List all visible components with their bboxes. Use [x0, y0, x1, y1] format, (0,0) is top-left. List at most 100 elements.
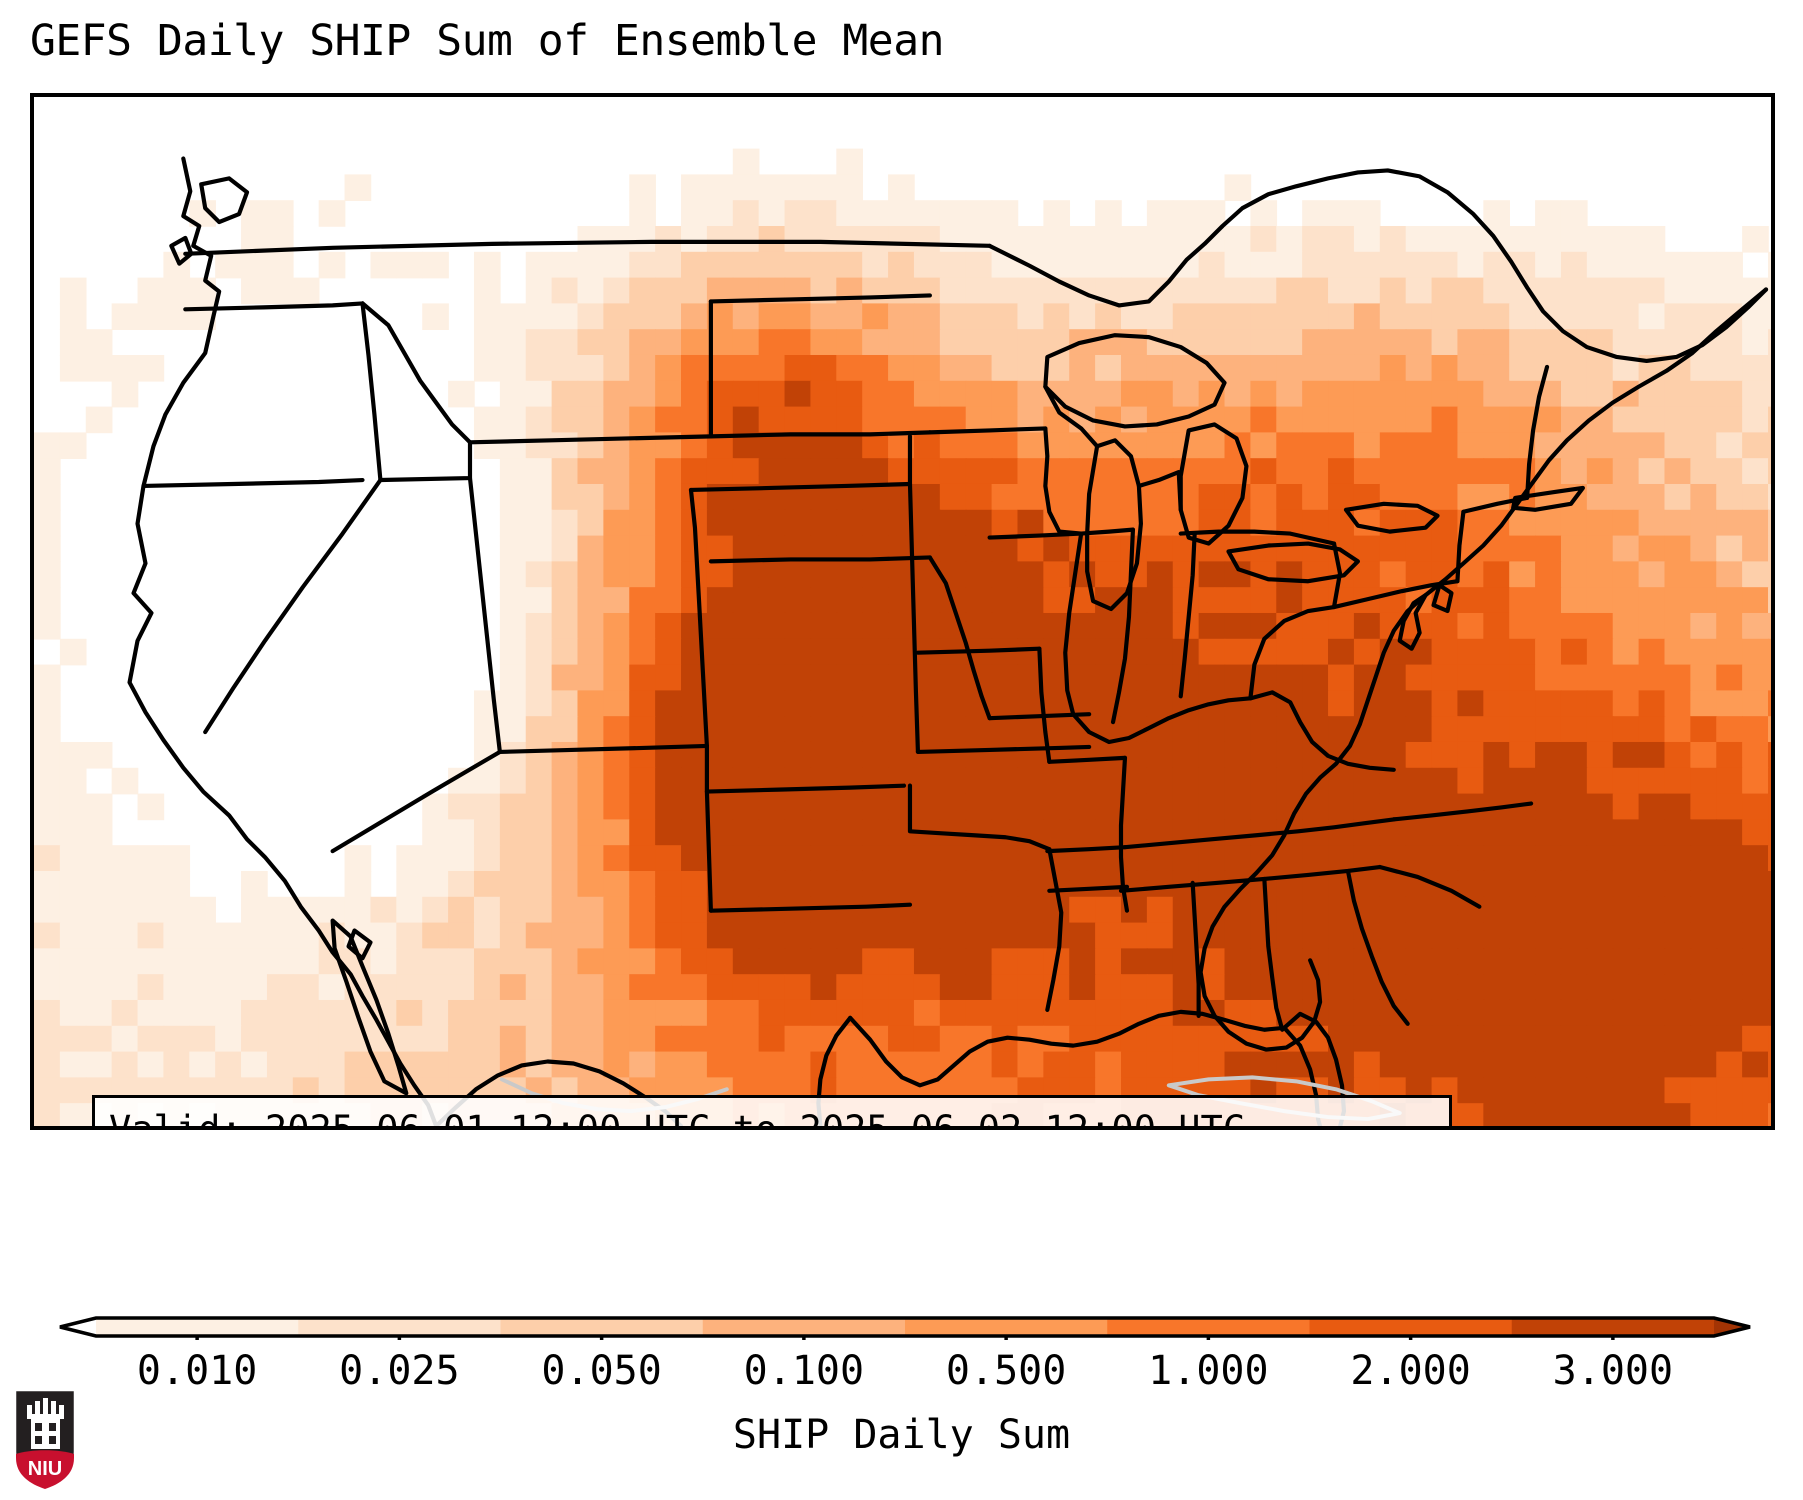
grid-cell — [1069, 225, 1096, 253]
grid-cell — [758, 741, 786, 769]
grid-cell — [991, 922, 1019, 950]
grid-cell — [1742, 509, 1769, 537]
grid-cell — [1535, 948, 1562, 975]
grid-cell — [1483, 819, 1511, 846]
grid-cell — [939, 509, 967, 537]
grid-cell — [1742, 225, 1769, 253]
grid-cell — [1742, 870, 1769, 898]
grid-cell — [1664, 819, 1692, 846]
grid-cell — [939, 999, 967, 1027]
grid-cell — [1690, 741, 1718, 769]
grid-cell — [1638, 690, 1666, 717]
grid-cell — [577, 819, 605, 846]
grid-cell — [499, 406, 527, 434]
grid-cell — [1535, 664, 1562, 692]
grid-cell — [862, 251, 889, 279]
grid-cell — [939, 896, 967, 924]
grid-cell — [1690, 1051, 1718, 1079]
grid-cell — [1017, 870, 1045, 898]
grid-cell — [1276, 406, 1303, 434]
grid-cell — [1431, 690, 1459, 717]
grid-cell — [1612, 1103, 1640, 1126]
grid-cell — [1379, 716, 1407, 743]
grid-cell — [525, 870, 553, 898]
grid-cell — [629, 200, 656, 227]
grid-cell — [1560, 200, 1588, 227]
grid-cell — [1716, 974, 1743, 1001]
grid-cell — [1716, 716, 1743, 743]
grid-cell — [862, 767, 889, 795]
colorbar-band — [500, 1318, 704, 1336]
grid-cell — [1276, 535, 1303, 563]
grid-cell — [1328, 922, 1355, 950]
border-nm-tx-south — [708, 902, 913, 913]
grid-cell — [836, 690, 863, 717]
grid-cell — [965, 948, 993, 975]
grid-cell — [448, 896, 475, 924]
grid-cell — [525, 948, 553, 975]
grid-cell — [1431, 845, 1459, 872]
grid-cell — [577, 612, 605, 640]
grid-cell — [1043, 200, 1071, 227]
grid-cell — [525, 535, 553, 563]
grid-cell — [1328, 664, 1355, 692]
grid-cell — [1250, 741, 1278, 769]
grid-cell — [499, 793, 527, 821]
grid-cell — [1457, 922, 1485, 950]
grid-cell — [1690, 1103, 1718, 1126]
grid-cell — [34, 483, 61, 511]
grid-cell — [1638, 483, 1666, 511]
grid-cell — [1535, 329, 1562, 356]
grid-cell — [603, 354, 631, 382]
grid-cell — [732, 380, 760, 408]
grid-cell — [1560, 767, 1588, 795]
grid-cell — [1120, 483, 1148, 511]
grid-cell — [111, 999, 139, 1027]
grid-cell — [1457, 819, 1485, 846]
grid-cell — [732, 922, 760, 950]
grid-cell — [913, 354, 941, 382]
grid-cell — [1250, 329, 1278, 356]
grid-cell — [1612, 406, 1640, 434]
border-ks-ok — [915, 744, 1092, 754]
grid-cell — [1690, 277, 1718, 305]
grid-cell — [1509, 587, 1536, 614]
grid-cell — [1302, 612, 1329, 640]
grid-cell — [629, 819, 656, 846]
grid-cell — [1716, 896, 1743, 924]
grid-cell — [1716, 948, 1743, 975]
grid-cell — [1716, 354, 1743, 382]
grid-cell — [939, 716, 967, 743]
colorbar — [30, 1316, 1775, 1340]
grid-cell — [1586, 870, 1614, 898]
grid-cell — [1768, 277, 1771, 305]
grid-cell — [1638, 587, 1666, 614]
grid-cell — [1379, 741, 1407, 769]
grid-cell — [137, 922, 165, 950]
border-tx-la — [1045, 847, 1064, 1012]
grid-cell — [862, 612, 889, 640]
grid-cell — [525, 406, 553, 434]
grid-cell — [1302, 380, 1329, 408]
lake-superior — [1043, 333, 1227, 429]
grid-cell — [1043, 1051, 1071, 1079]
gulf-coast-line — [848, 1009, 1287, 1088]
grid-cell — [241, 1051, 268, 1079]
grid-cell — [784, 225, 812, 253]
grid-cell — [163, 1025, 191, 1053]
grid-cell — [784, 329, 812, 356]
grid-cell — [1172, 767, 1200, 795]
grid-cell — [1250, 716, 1278, 743]
grid-cell — [991, 819, 1019, 846]
grid-cell — [1276, 922, 1303, 950]
grid-cell — [473, 999, 501, 1027]
grid-cell — [1353, 1051, 1381, 1079]
grid-cell — [1586, 612, 1614, 640]
grid-cell — [551, 999, 579, 1027]
grid-cell — [810, 509, 838, 537]
grid-cell — [939, 432, 967, 459]
puget-sound — [199, 176, 250, 225]
grid-cell — [1742, 535, 1769, 563]
grid-cell — [1043, 587, 1071, 614]
grid-cell — [1250, 483, 1278, 511]
